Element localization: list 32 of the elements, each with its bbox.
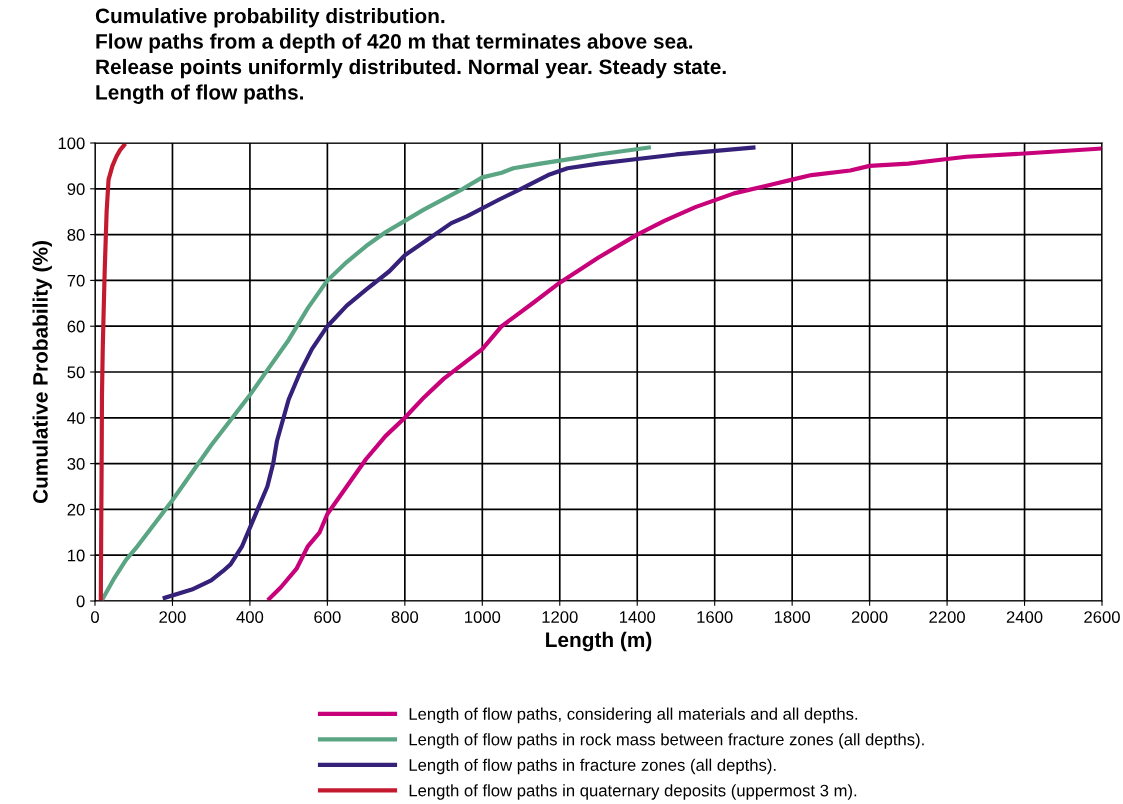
y-tick-label: 80 xyxy=(67,229,85,241)
y-tick-label: 10 xyxy=(68,549,85,562)
x-tick-label: 2200 xyxy=(929,611,965,623)
y-tick-label: 90 xyxy=(67,183,85,195)
legend-label: Length of flow paths in fracture zones (all depths). xyxy=(409,758,776,775)
y-tick-label: 70 xyxy=(67,274,85,287)
x-tick-label: 1600 xyxy=(697,611,733,623)
legend-label: Length of flow paths in quaternary deposits (uppermost 3 m). xyxy=(409,784,857,800)
x-tick-label: 1000 xyxy=(465,611,501,623)
x-tick-label: 2600 xyxy=(1084,611,1120,623)
x-tick-label: 0 xyxy=(91,611,99,623)
x-tick-label: 200 xyxy=(159,611,186,623)
x-tick-label: 1800 xyxy=(774,611,811,623)
x-tick-label: 600 xyxy=(314,611,341,623)
legend-label: Length of flow paths, considering all materials and all depths. xyxy=(409,707,858,724)
y-tick-label: 30 xyxy=(67,458,85,470)
x-tick-label: 2400 xyxy=(1006,611,1043,623)
y-tick-label: 100 xyxy=(58,137,85,150)
legend-label: Length of flow paths in rock mass between fracture zones (all depths). xyxy=(409,733,924,749)
y-tick-label: 60 xyxy=(67,320,85,333)
x-tick-label: 2000 xyxy=(851,611,888,623)
y-tick-label: 0 xyxy=(76,595,85,608)
x-tick-label: 800 xyxy=(391,611,419,623)
x-tick-label: 1200 xyxy=(542,611,578,623)
y-axis-title: Cumulative Probability (%) xyxy=(32,241,52,504)
y-tick-label: 20 xyxy=(67,503,85,516)
y-tick-label: 50 xyxy=(67,366,85,379)
x-axis-title: Length (m) xyxy=(546,631,652,652)
x-tick-label: 1400 xyxy=(619,611,656,623)
x-tick-label: 400 xyxy=(236,611,264,623)
y-tick-label: 40 xyxy=(67,412,85,424)
chart-title: Cumulative probability distribution. Flow paths from a depth of 420 m that terminates above sea. Release points uniformly distributed. Normal year. Steady state. Length of flow paths. xyxy=(95,8,726,104)
